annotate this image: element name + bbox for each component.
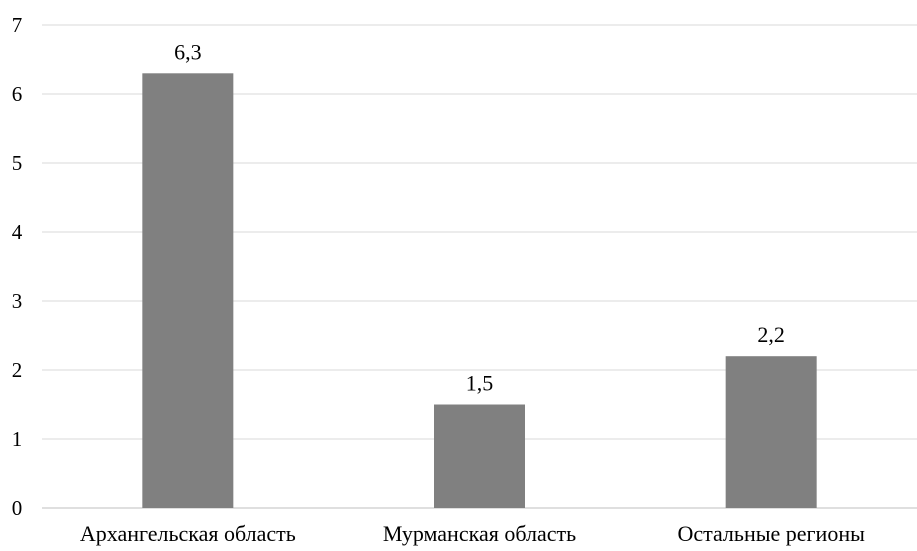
labels: 0 1 2 3 4 5 6 7 6,3 Архангельская область 1,5 Мурма…: [12, 13, 865, 546]
bar: [725, 356, 817, 508]
x-category-label: Архангельская область: [80, 521, 296, 546]
x-category-label: Остальные регионы: [677, 521, 865, 546]
y-tick-label: 1: [12, 427, 23, 451]
y-tick-label: 5: [12, 151, 23, 175]
y-tick-label: 6: [12, 82, 23, 106]
y-tick-label: 7: [12, 13, 23, 37]
bar: [434, 404, 525, 508]
bar: [142, 73, 234, 509]
y-tick-label: 4: [12, 220, 23, 244]
y-tick-label: 3: [12, 289, 23, 313]
y-tick-label: 2: [12, 358, 23, 382]
y-tick-label: 0: [12, 496, 23, 520]
data-label: 6,3: [174, 39, 202, 64]
bars: [142, 73, 817, 509]
x-category-label: Мурманская область: [383, 521, 576, 546]
data-label: 2,2: [757, 322, 785, 347]
data-label: 1,5: [466, 371, 494, 396]
